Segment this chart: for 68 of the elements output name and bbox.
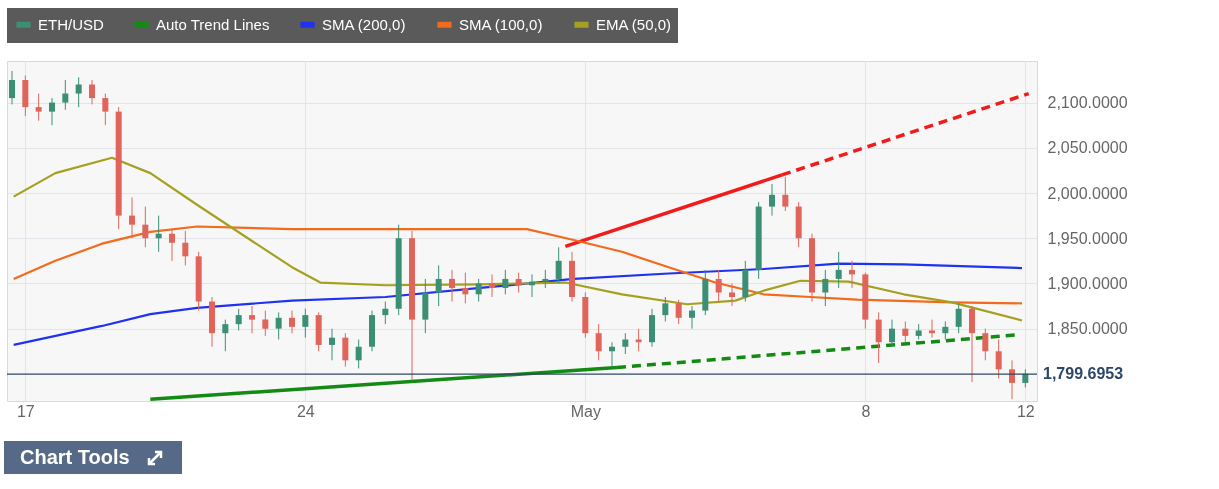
candlestick: [889, 319, 895, 348]
candlestick: [835, 251, 842, 289]
candlestick: [769, 183, 775, 217]
candlestick: [542, 269, 549, 289]
candlestick: [289, 310, 295, 334]
candlestick: [462, 272, 469, 304]
candlestick: [355, 339, 362, 369]
candlestick: [182, 230, 189, 266]
candlestick: [222, 319, 229, 352]
candlestick: [942, 320, 949, 341]
y-tick-label: 2,100.0000: [1047, 94, 1128, 112]
y-tick-label: 2,050.0000: [1047, 139, 1128, 157]
ref-line-label: 1,799.6953: [1043, 365, 1124, 383]
candlestick: [782, 176, 789, 212]
candlestick: [902, 320, 909, 343]
y-tick-label: 1,950.0000: [1047, 229, 1128, 247]
candlestick: [302, 308, 309, 339]
candlestick: [662, 296, 669, 322]
candlestick: [475, 278, 482, 303]
text: Chart Tools: [20, 446, 130, 469]
candlestick: [275, 311, 282, 341]
candlestick: [62, 79, 69, 111]
y-tick-label: 2,000.0000: [1047, 184, 1128, 202]
candlestick: [955, 302, 962, 334]
candlestick: [675, 299, 682, 325]
candlestick: [9, 70, 15, 105]
y-tick-label: 1,900.0000: [1047, 274, 1128, 292]
candlestick: [689, 305, 695, 330]
x-tick-label: 17: [16, 402, 35, 420]
legend-label: SMA (100,0): [459, 15, 543, 33]
candlestick: [102, 93, 109, 126]
candlestick: [929, 319, 935, 339]
x-tick-label: 8: [861, 402, 871, 420]
candlestick: [489, 273, 495, 298]
candlestick: [142, 206, 149, 248]
candlestick: [502, 269, 509, 295]
legend-label: EMA (50,0): [596, 15, 672, 33]
candlestick: [715, 269, 722, 303]
candlestick: [342, 332, 349, 368]
candlestick: [982, 328, 989, 361]
legend-label: Auto Trend Lines: [156, 15, 270, 33]
candlestick: [875, 311, 882, 364]
candlestick: [595, 323, 602, 361]
x-tick-label: 24: [296, 402, 315, 420]
candlestick: [329, 328, 335, 361]
candlestick: [555, 246, 562, 284]
y-tick-label: 1,850.0000: [1047, 320, 1128, 338]
candlestick: [822, 269, 829, 307]
x-tick-label: May: [570, 402, 601, 420]
candlestick: [49, 97, 55, 126]
candlestick: [129, 197, 135, 239]
candlestick: [729, 282, 735, 307]
candlestick: [262, 310, 269, 337]
candlestick: [995, 339, 1002, 379]
candlestick: [382, 301, 389, 325]
candlestick: [249, 305, 255, 334]
candlestick: [435, 264, 442, 307]
candlestick: [622, 332, 629, 355]
candlestick: [169, 228, 175, 262]
candlestick: [235, 308, 242, 331]
legend-label: SMA (200,0): [322, 15, 406, 33]
candlestick: [89, 79, 95, 105]
candlestick: [515, 272, 522, 293]
candlestick: [75, 76, 82, 108]
candlestick: [35, 93, 42, 122]
legend-label: ETH/USD: [38, 15, 104, 33]
x-tick-label: 12: [1016, 402, 1035, 420]
candlestick: [449, 269, 455, 303]
